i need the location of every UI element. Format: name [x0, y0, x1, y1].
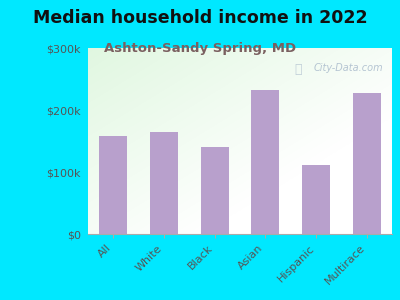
Bar	[99, 136, 127, 234]
Bar	[201, 147, 229, 234]
Bar	[251, 90, 279, 234]
Bar	[353, 93, 380, 234]
Text: Median household income in 2022: Median household income in 2022	[33, 9, 367, 27]
Bar	[150, 132, 178, 234]
Text: Ashton-Sandy Spring, MD: Ashton-Sandy Spring, MD	[104, 42, 296, 55]
Text: City-Data.com: City-Data.com	[313, 63, 383, 73]
Bar	[302, 165, 330, 234]
Text: ⌕: ⌕	[295, 63, 302, 76]
